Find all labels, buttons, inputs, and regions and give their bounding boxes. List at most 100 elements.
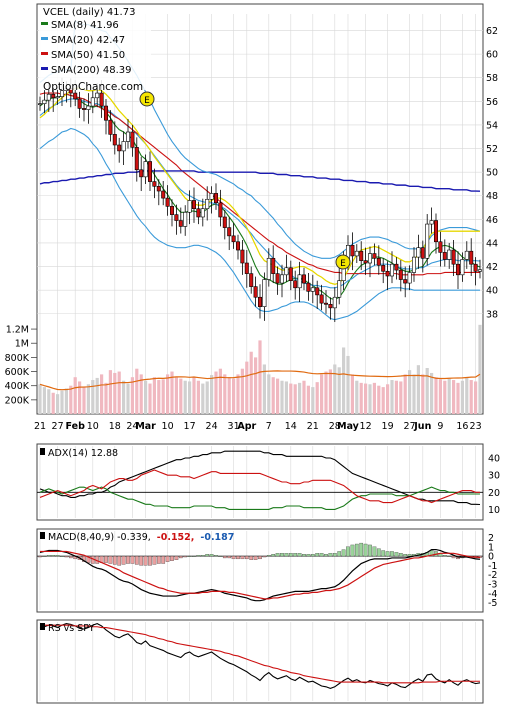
macd-histogram-bar <box>324 554 328 557</box>
price-candle <box>178 207 183 234</box>
adx-y-tick: 40 <box>488 454 500 465</box>
volume-bar <box>452 380 456 414</box>
price-candle <box>108 110 113 142</box>
volume-bar <box>157 380 161 414</box>
price-candle <box>126 119 131 149</box>
volume-bar <box>438 379 442 414</box>
volume-bar <box>311 387 315 414</box>
price-candle <box>152 168 157 199</box>
volume-bar <box>280 380 284 414</box>
volume-bar <box>443 380 447 414</box>
macd-histogram-bar <box>271 554 276 557</box>
candle-body <box>196 208 201 218</box>
macd-swatch <box>40 532 45 539</box>
macd-histogram-bar <box>161 555 166 564</box>
candle-body <box>161 190 166 199</box>
macd-histogram-bar <box>244 555 249 560</box>
volume-bar <box>139 374 143 414</box>
macd-histogram-bar <box>288 553 293 557</box>
price-candle <box>143 154 148 184</box>
volume-bar <box>460 380 464 414</box>
candle-body <box>51 93 56 99</box>
price-candle <box>469 238 474 276</box>
price-candle <box>363 247 368 275</box>
candle-body <box>99 92 104 107</box>
macd-histogram-bar <box>376 548 381 557</box>
price-candle <box>51 87 56 112</box>
price-candle <box>121 131 126 166</box>
price-candle <box>86 93 91 124</box>
macd-histogram-bar <box>192 555 196 557</box>
price-candle <box>275 266 280 295</box>
volume-bar <box>223 374 227 414</box>
candle-body <box>398 269 403 280</box>
legend-swatch-sma8 <box>41 22 48 25</box>
price-candle <box>420 240 425 273</box>
macd-histogram-bar <box>363 543 368 557</box>
volume-bar <box>91 380 95 414</box>
volume-bar <box>174 376 178 414</box>
sma8-line <box>39 93 481 301</box>
price-candle <box>200 198 205 227</box>
candle-body <box>288 267 293 282</box>
price-candle <box>460 252 465 282</box>
candle-body <box>108 119 113 135</box>
macd-histogram-bar <box>275 553 280 557</box>
volume-bar <box>346 355 350 414</box>
macd-signal-value: -0.152, <box>157 532 195 543</box>
candle-body <box>416 247 421 258</box>
x-tick-label: 10 <box>162 421 174 432</box>
volume-bar <box>47 389 51 414</box>
candle-body <box>473 263 478 272</box>
candle-body <box>271 257 276 274</box>
macd-histogram-bar <box>253 555 258 560</box>
price-candle <box>262 272 267 321</box>
price-y-tick: 42 <box>486 262 498 273</box>
macd-histogram-bar <box>394 552 399 557</box>
macd-histogram-bar <box>205 554 210 557</box>
price-candle <box>398 260 403 292</box>
volume-bar <box>236 374 240 414</box>
volume-y-tick: 600K <box>5 367 30 378</box>
volume-bar <box>148 383 152 414</box>
volume-bar <box>144 380 148 414</box>
macd-histogram-bar <box>390 551 394 557</box>
volume-bar <box>188 381 192 414</box>
price-candle <box>231 222 236 249</box>
macd-histogram-bar <box>86 555 91 563</box>
candle-body <box>37 103 42 105</box>
macd-histogram-value: -0.187 <box>200 532 234 543</box>
macd-histogram-bar <box>126 555 130 564</box>
candle-body <box>266 257 271 280</box>
volume-bar <box>232 378 236 414</box>
candle-body <box>236 241 241 251</box>
macd-y-tick: 0 <box>488 552 494 563</box>
volume-bar <box>130 377 134 414</box>
candle-body <box>205 198 210 210</box>
candle-body <box>192 200 197 210</box>
line-layer <box>39 20 481 689</box>
volume-bar <box>100 374 104 414</box>
price-candle <box>429 207 434 234</box>
adx-line <box>39 450 481 506</box>
macd-histogram-bar <box>134 555 139 565</box>
price-candle <box>403 266 408 298</box>
volume-bar <box>258 340 262 414</box>
candle-body <box>381 265 386 272</box>
price-candle <box>257 284 262 319</box>
volume-bar <box>262 364 266 414</box>
volume-bar <box>333 364 337 414</box>
candle-body <box>455 263 460 276</box>
volume-bar <box>289 383 293 414</box>
x-tick-label: Apr <box>237 421 256 432</box>
candle-body <box>350 245 355 257</box>
watermark: OptionChance.com <box>43 81 143 93</box>
price-legend: VCEL (daily) 41.73 SMA(8) 41.96 SMA(20) … <box>39 6 151 93</box>
macd-histogram-bar <box>55 555 60 557</box>
macd-histogram-bar <box>108 555 113 564</box>
candle-body <box>262 279 267 307</box>
candle-body <box>451 249 456 265</box>
price-candle <box>139 156 144 192</box>
volume-bar <box>474 381 478 414</box>
candle-body <box>319 294 324 304</box>
